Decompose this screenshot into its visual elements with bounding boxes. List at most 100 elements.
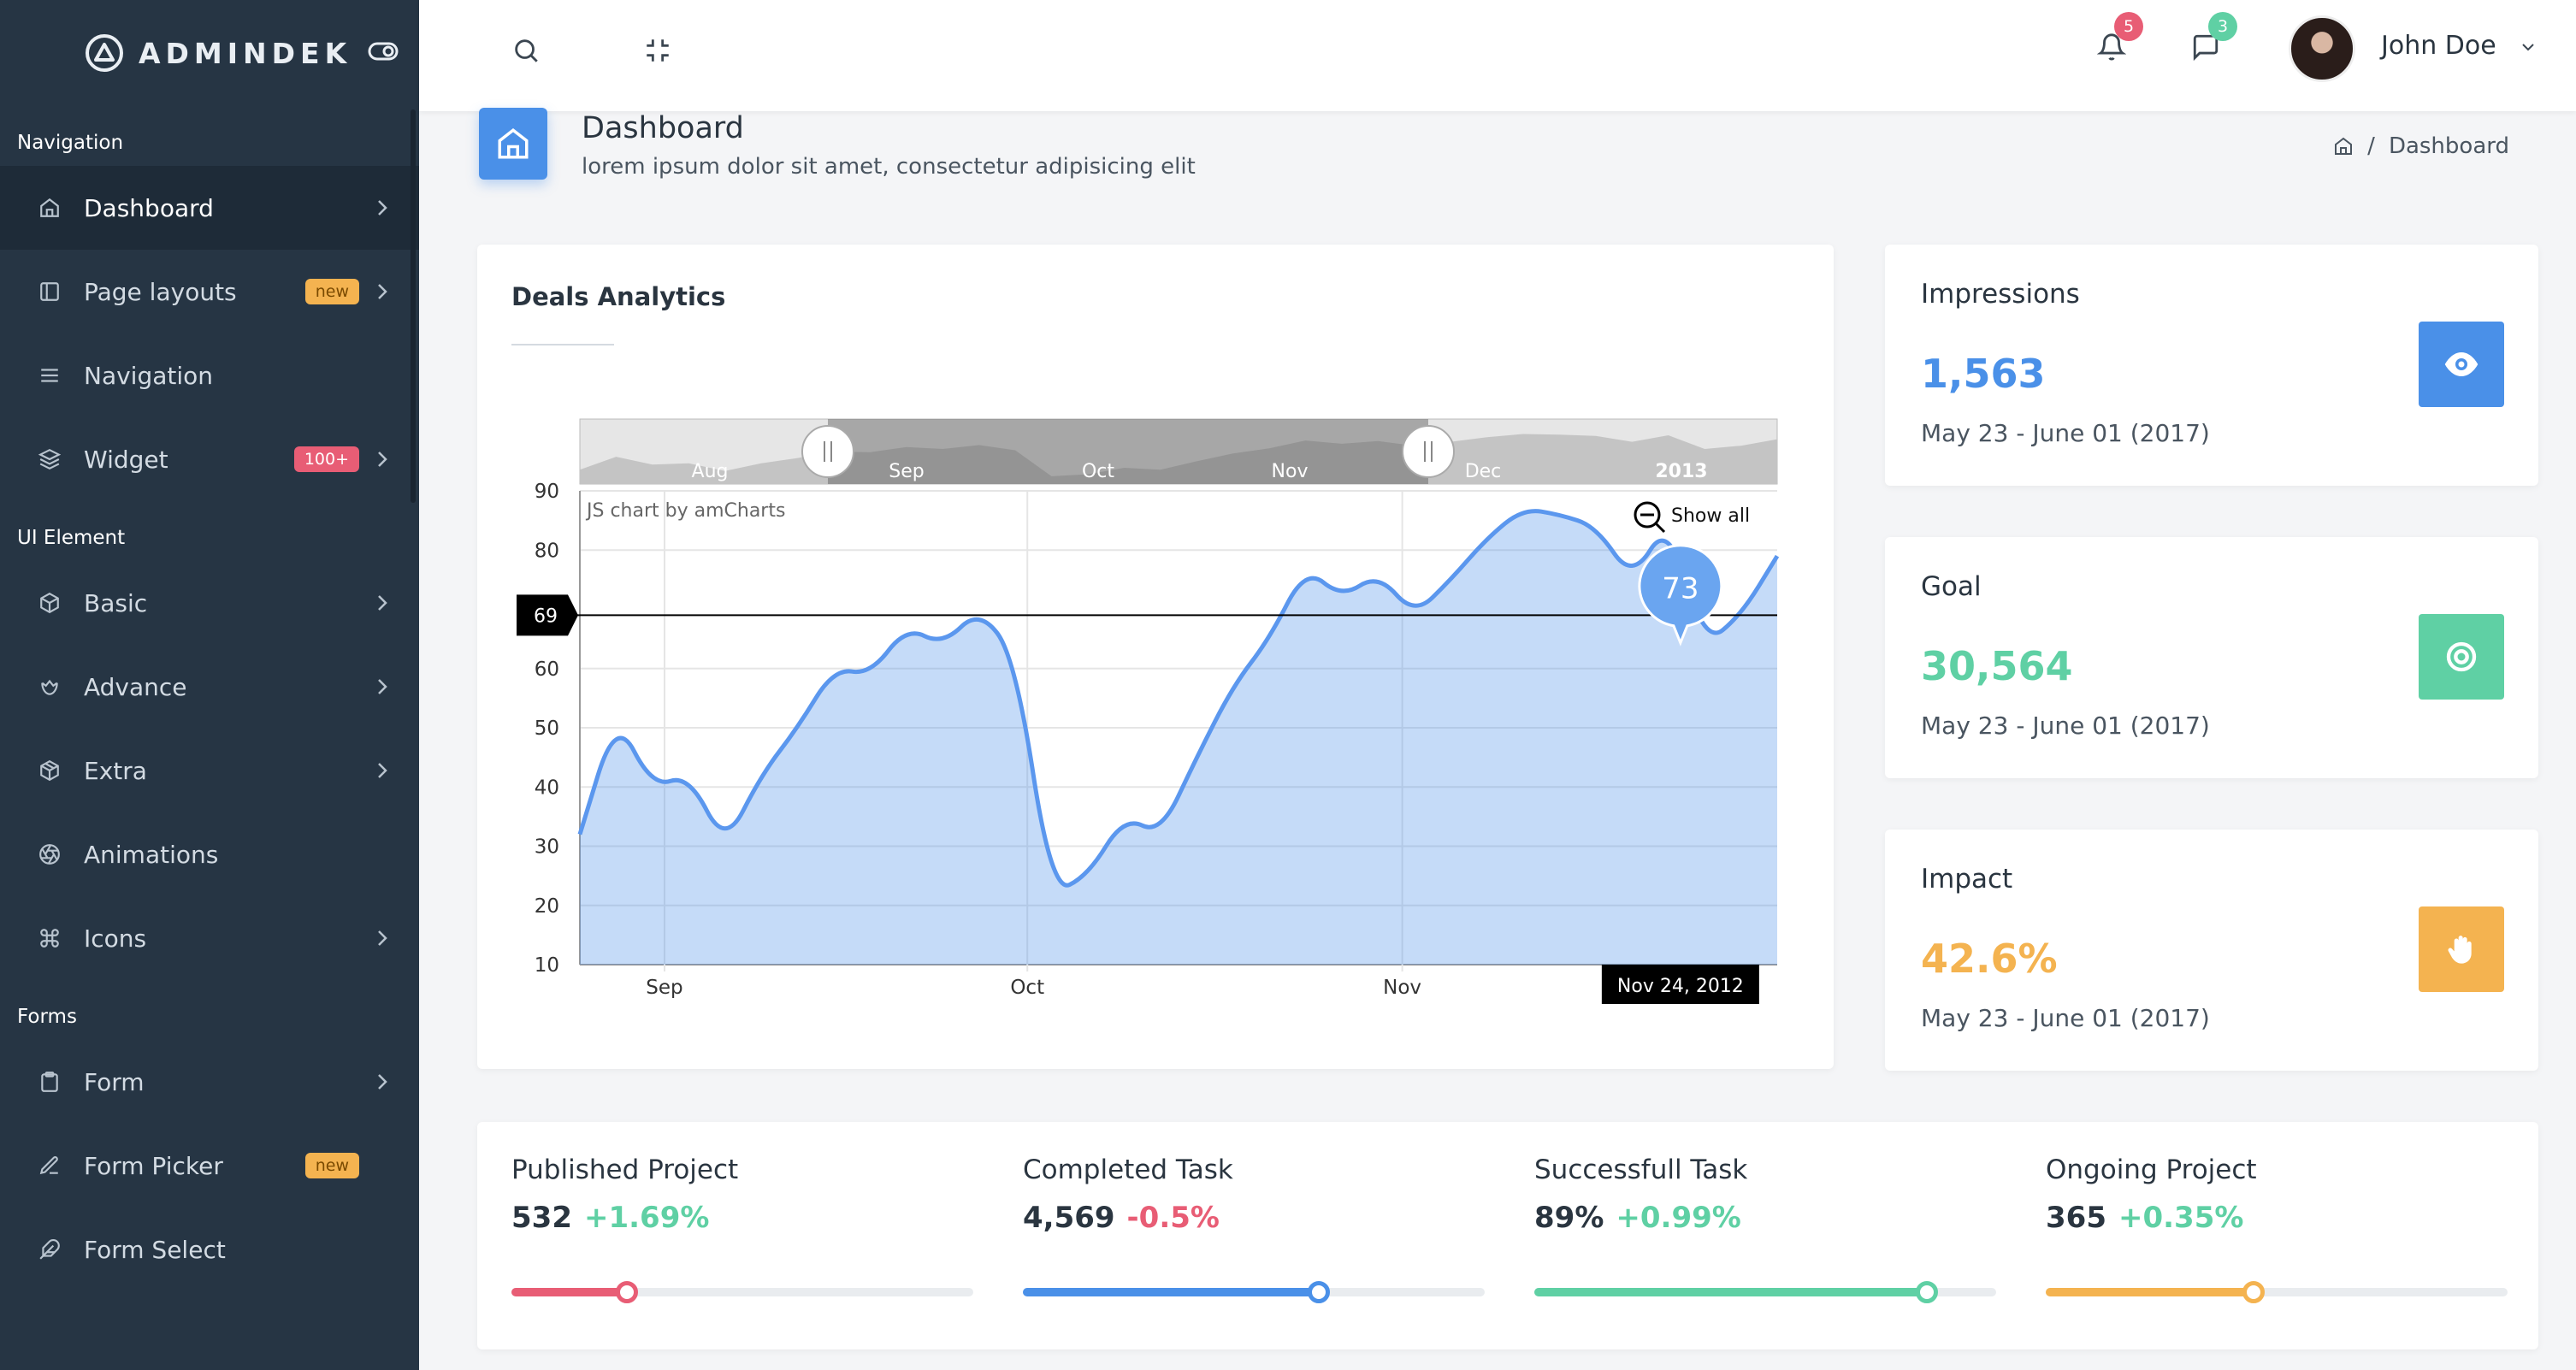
home-icon[interactable]	[2333, 136, 2354, 156]
sidebar-item-label: Page layouts	[84, 277, 237, 306]
x-tick-label: Sep	[646, 977, 682, 999]
aperture-icon	[38, 842, 62, 866]
home-icon	[498, 128, 529, 159]
target-icon	[2446, 641, 2477, 672]
project-stat-successful: Successfull Task 89% +0.99%	[1534, 1154, 1996, 1303]
chevron-right-icon	[378, 452, 387, 467]
sidebar-item-label: Form	[84, 1067, 145, 1096]
zoom-out-icon	[1634, 501, 1661, 529]
breadcrumb-current[interactable]: Dashboard	[2388, 133, 2509, 159]
sidebar: ADMINDEK Navigation Dashboard Page layou…	[0, 0, 419, 1370]
progress-fill	[1534, 1288, 1927, 1296]
stat-value: 42.6%	[1921, 936, 2058, 982]
chevron-down-icon[interactable]	[2521, 41, 2535, 53]
layout-icon	[38, 280, 62, 304]
project-value: 4,569	[1023, 1201, 1115, 1235]
gift-icon	[38, 675, 62, 699]
project-title: Published Project	[511, 1154, 739, 1185]
project-title: Completed Task	[1023, 1154, 1233, 1185]
notification-badge: 5	[2114, 12, 2143, 41]
project-stat-completed: Completed Task 4,569 -0.5%	[1023, 1154, 1485, 1303]
sidebar-item-form-picker[interactable]: Form Picker new	[0, 1124, 419, 1208]
stat-icon-box[interactable]	[2419, 906, 2504, 992]
deals-chart[interactable]: Aug Sep Oct Nov Dec 2013 10 20 30 40 50 60 80 90 Sep Oc…	[477, 245, 1834, 1069]
stat-period: May 23 - June 01 (2017)	[1921, 712, 2210, 740]
deals-analytics-card: Deals Analytics Aug Sep Oct Nov Dec 2013 10 20 3…	[477, 245, 1834, 1069]
sidebar-item-page-layouts[interactable]: Page layouts new	[0, 250, 419, 334]
sidebar-item-advance[interactable]: Advance	[0, 645, 419, 729]
progress-track	[1534, 1281, 1996, 1303]
sidebar-item-dashboard[interactable]: Dashboard	[0, 166, 419, 250]
new-badge: new	[304, 1153, 359, 1178]
cursor-date-label: Nov 24, 2012	[1617, 976, 1744, 997]
page-title: Dashboard	[582, 111, 744, 145]
y-tick-label: 10	[535, 954, 559, 977]
chart-credit: JS chart by amCharts	[585, 500, 785, 522]
project-title: Ongoing Project	[2046, 1154, 2257, 1185]
sidebar-scrollbar[interactable]	[411, 109, 416, 503]
minimize-icon[interactable]	[643, 36, 672, 65]
progress-knob[interactable]	[1916, 1281, 1938, 1303]
avatar[interactable]	[2289, 15, 2355, 82]
page-icon	[479, 108, 547, 180]
chevron-right-icon	[378, 1074, 387, 1090]
bell-icon[interactable]	[2097, 32, 2126, 62]
topbar: 5 3	[419, 0, 2576, 111]
new-badge: new	[304, 279, 359, 304]
scrollbar-selection	[828, 419, 1428, 484]
progress-knob[interactable]	[616, 1281, 638, 1303]
scrollbar-preview	[580, 434, 1777, 484]
nav-section-ui-element: UI Element Basic Advance Extra Animation…	[0, 501, 419, 980]
user-name[interactable]: John Doe	[2381, 31, 2496, 61]
project-value: 365	[2046, 1201, 2106, 1235]
project-stat-published: Published Project 532 +1.69%	[511, 1154, 973, 1303]
chevron-right-icon	[378, 284, 387, 299]
sidebar-item-label: Form Picker	[84, 1151, 223, 1180]
cursor-y-label-bg	[517, 594, 578, 636]
brand[interactable]: ADMINDEK	[0, 0, 419, 106]
y-tick-label: 40	[535, 777, 559, 799]
feather-icon	[38, 1237, 62, 1261]
project-stat-ongoing: Ongoing Project 365 +0.35%	[2046, 1154, 2508, 1303]
search-icon[interactable]	[511, 36, 541, 65]
clipboard-icon	[38, 1070, 62, 1094]
chevron-right-icon	[378, 763, 387, 778]
cursor-date-bg	[1601, 965, 1759, 1004]
sidebar-item-basic[interactable]: Basic	[0, 561, 419, 645]
show-all-button: Show all	[1671, 505, 1750, 527]
edit-icon	[38, 1154, 62, 1178]
stat-card-impact: Impact 42.6% May 23 - June 01 (2017)	[1885, 830, 2538, 1071]
sidebar-item-widget[interactable]: Widget 100+	[0, 417, 419, 501]
stat-title: Impact	[1921, 864, 2013, 895]
stat-icon-box[interactable]	[2419, 614, 2504, 700]
project-value: 89%	[1534, 1201, 1604, 1235]
series-line	[577, 509, 1780, 888]
progress-knob[interactable]	[2242, 1281, 2265, 1303]
project-change: +0.99%	[1616, 1201, 1741, 1235]
scrollbar-label: 2013	[1655, 461, 1707, 482]
nav-heading: Forms	[17, 1006, 77, 1028]
hand-icon	[2448, 936, 2472, 964]
y-tick-label: 80	[535, 540, 559, 562]
y-tick-label: 20	[535, 895, 559, 918]
scrollbar-grip	[1402, 425, 1455, 478]
sidebar-item-navigation[interactable]: Navigation	[0, 334, 419, 417]
sidebar-item-extra[interactable]: Extra	[0, 729, 419, 812]
projects-card: Published Project 532 +1.69% Completed Ta…	[477, 1122, 2538, 1349]
project-values: 365 +0.35%	[2046, 1201, 2508, 1235]
sidebar-item-form[interactable]: Form	[0, 1040, 419, 1124]
stat-icon-box[interactable]	[2419, 322, 2504, 407]
sidebar-toggle-icon[interactable]	[368, 41, 399, 62]
nav-heading: UI Element	[17, 527, 126, 549]
zoom-out-icon-lines	[1640, 513, 1666, 534]
scrollbar-label: Oct	[1082, 461, 1114, 482]
count-badge: 100+	[293, 446, 359, 472]
sidebar-item-form-select[interactable]: Form Select	[0, 1208, 419, 1291]
home-icon	[38, 196, 62, 220]
sidebar-item-icons[interactable]: Icons	[0, 896, 419, 980]
progress-knob[interactable]	[1307, 1281, 1330, 1303]
sidebar-item-animations[interactable]: Animations	[0, 812, 419, 896]
project-values: 89% +0.99%	[1534, 1201, 1996, 1235]
layers-icon	[38, 447, 62, 471]
series-area	[580, 511, 1777, 965]
